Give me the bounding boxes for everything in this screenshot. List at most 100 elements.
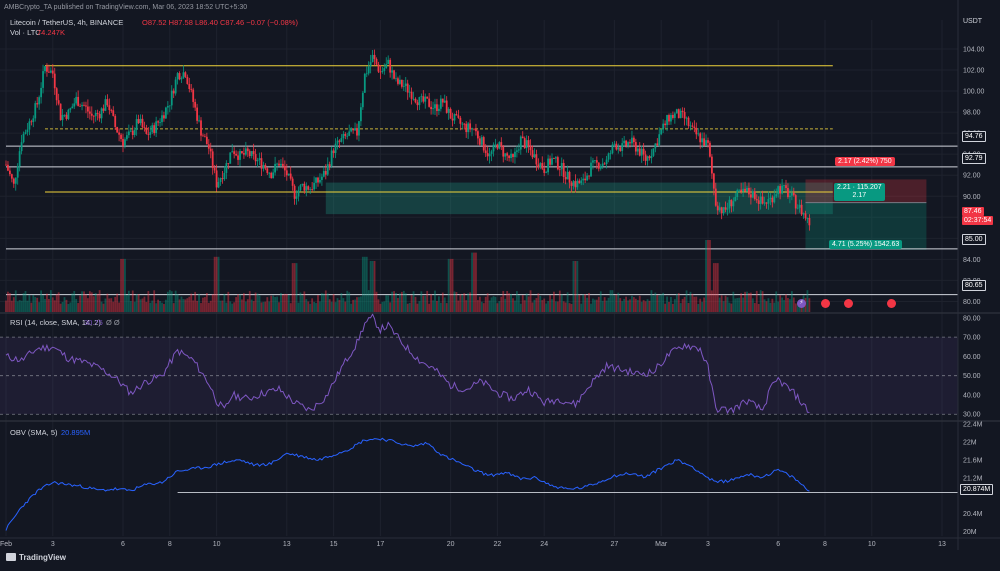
volume-bar: [153, 290, 156, 312]
time-tick-label: 10: [213, 541, 221, 548]
candle-body: [697, 133, 700, 135]
volume-bar: [313, 301, 315, 312]
volume-bar: [377, 299, 380, 312]
candle-body: [88, 111, 91, 114]
candle-body: [237, 155, 239, 160]
candle-body: [568, 171, 571, 183]
candle-body: [38, 97, 41, 105]
candle-body: [293, 185, 296, 199]
volume-bar: [683, 296, 686, 312]
volume-bar: [346, 290, 349, 312]
candle-body: [654, 143, 657, 149]
volume-bar: [576, 261, 579, 312]
candle-body: [40, 87, 42, 98]
candle-body: [397, 78, 399, 84]
candle-body: [404, 83, 407, 87]
rsi-label[interactable]: RSI (14, close, SMA, 14, 2): [10, 318, 101, 327]
volume-bar: [278, 302, 280, 312]
candle-body: [422, 96, 425, 102]
candle-body: [379, 71, 382, 73]
candle-body: [660, 129, 663, 135]
candle-body: [443, 100, 446, 103]
candle-body: [192, 89, 195, 102]
volume-bar: [149, 302, 152, 312]
volume-bar: [625, 296, 627, 312]
candle-body: [81, 104, 83, 107]
us-flag-event-icon[interactable]: [821, 299, 830, 308]
candle-body: [541, 163, 544, 169]
time-tick-label: 24: [540, 541, 548, 548]
candle-body: [44, 66, 46, 72]
volume-bar: [307, 301, 310, 312]
candle-body: [428, 98, 431, 107]
stop-loss-label[interactable]: 2.17 (2.42%) 750: [835, 157, 895, 166]
volume-bar: [453, 291, 456, 312]
volume-bar: [260, 302, 263, 312]
obv-label[interactable]: OBV (SMA, 5): [10, 428, 58, 437]
candle-body: [685, 117, 688, 119]
rsi-tick-label: 30.00: [963, 412, 981, 419]
candle-body: [613, 143, 616, 145]
candle-body: [424, 96, 427, 102]
candle-body: [633, 137, 635, 143]
volume-bar: [223, 293, 226, 312]
volume-bar: [638, 295, 641, 312]
volume-bar: [176, 294, 179, 312]
volume-bar: [178, 299, 181, 312]
volume-bar: [582, 294, 585, 312]
candle-body: [480, 137, 483, 145]
volume-bar: [233, 302, 236, 312]
volume-bar: [133, 301, 136, 312]
candle-body: [514, 151, 516, 158]
lightning-event-icon[interactable]: ⚡: [797, 299, 806, 308]
volume-bar: [607, 297, 610, 312]
candle-body: [588, 175, 590, 177]
candle-body: [642, 148, 645, 155]
volume-bar: [184, 299, 187, 312]
candle-body: [478, 138, 481, 145]
candle-body: [262, 165, 265, 169]
volume-bar: [49, 290, 52, 312]
candle-body: [582, 178, 585, 181]
candle-body: [311, 189, 314, 190]
volume-label[interactable]: Vol · LTC: [10, 28, 41, 37]
volume-bar: [445, 303, 448, 312]
candle-body: [137, 119, 140, 124]
volume-bar: [237, 294, 239, 312]
candle-body: [594, 160, 596, 161]
volume-bar: [75, 298, 78, 312]
volume-bar: [303, 291, 306, 312]
volume-bar: [722, 301, 725, 312]
volume-bar: [660, 294, 663, 312]
candle-body: [24, 132, 27, 134]
us-flag-event-icon-3[interactable]: [887, 299, 896, 308]
time-tick-label: 13: [283, 541, 291, 548]
volume-bar: [490, 297, 493, 312]
candle-body: [375, 58, 378, 65]
candle-body: [484, 150, 487, 154]
candle-body: [385, 64, 388, 69]
candle-body: [555, 157, 557, 159]
volume-bar: [730, 303, 733, 312]
candle-body: [194, 101, 197, 108]
us-flag-event-icon-2[interactable]: [844, 299, 853, 308]
volume-bar: [61, 301, 64, 312]
volume-bar: [367, 290, 370, 312]
candle-body: [519, 136, 522, 150]
volume-bar: [759, 290, 762, 312]
candle-body: [361, 92, 364, 108]
volume-bar: [512, 298, 514, 312]
volume-bar: [695, 296, 698, 312]
candle-body: [560, 162, 563, 170]
symbol-title[interactable]: Litecoin / TetherUS, 4h, BINANCE: [10, 18, 124, 27]
candle-body: [527, 140, 530, 147]
ohlc-readout: O87.52 H87.58 L86.40 C87.46 −0.07 (−0.08…: [142, 18, 298, 27]
entry-label[interactable]: 2.21 · 115.207 2.17: [834, 183, 885, 201]
volume-bar: [124, 258, 126, 312]
volume-bar: [127, 290, 130, 312]
volume-bar: [631, 295, 633, 312]
take-profit-label[interactable]: 4.71 (5.25%) 1542.63: [829, 240, 903, 249]
candle-body: [303, 183, 306, 191]
